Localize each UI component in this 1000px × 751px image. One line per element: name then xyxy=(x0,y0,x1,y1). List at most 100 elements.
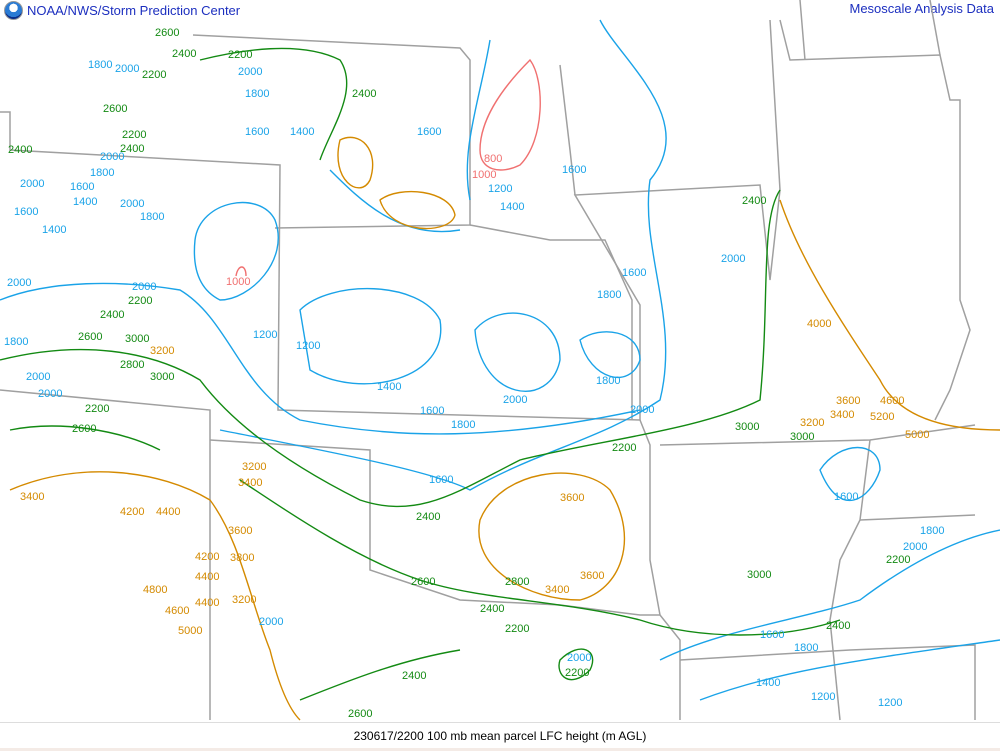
contour-label: 2400 xyxy=(120,143,144,155)
contour-label: 4400 xyxy=(195,571,219,583)
contour-label: 2600 xyxy=(155,27,179,39)
contour-label: 2000 xyxy=(903,541,927,553)
contour-label: 2200 xyxy=(228,49,252,61)
contour-label: 3200 xyxy=(242,461,266,473)
contour-label: 1400 xyxy=(73,196,97,208)
contour-label: 2600 xyxy=(411,576,435,588)
contour-label: 4200 xyxy=(195,551,219,563)
contour-label: 1600 xyxy=(622,267,646,279)
contour-label: 3200 xyxy=(800,417,824,429)
contour-label: 1600 xyxy=(417,126,441,138)
contour-label: 1400 xyxy=(756,677,780,689)
contour-label: 1400 xyxy=(500,201,524,213)
contour-label: 2400 xyxy=(416,511,440,523)
contour-label: 1800 xyxy=(920,525,944,537)
product-title: Mesoscale Analysis Data xyxy=(849,1,994,16)
contour-label: 2400 xyxy=(352,88,376,100)
contour-label: 3600 xyxy=(580,570,604,582)
contour-label: 5000 xyxy=(905,429,929,441)
contour-label: 3400 xyxy=(20,491,44,503)
contour-label: 2800 xyxy=(120,359,144,371)
contour-label: 1800 xyxy=(451,419,475,431)
contour-label: 2400 xyxy=(8,144,32,156)
contour-label: 1000 xyxy=(472,169,496,181)
contour-label: 1800 xyxy=(88,59,112,71)
contour-label: 4800 xyxy=(143,584,167,596)
noaa-logo-icon xyxy=(4,1,23,20)
contour-label: 2400 xyxy=(172,48,196,60)
contour-label: 1400 xyxy=(42,224,66,236)
contour-label: 2400 xyxy=(480,603,504,615)
contour-label: 2400 xyxy=(742,195,766,207)
contour-label: 2400 xyxy=(402,670,426,682)
contour-label: 2000 xyxy=(20,178,44,190)
contour-label: 4000 xyxy=(807,318,831,330)
contour-label: 1600 xyxy=(245,126,269,138)
contour-label: 5000 xyxy=(178,625,202,637)
contour-label: 3000 xyxy=(735,421,759,433)
state-borders xyxy=(0,0,976,721)
contour-label: 2200 xyxy=(505,623,529,635)
contour-label: 2000 xyxy=(503,394,527,406)
contour-label: 3000 xyxy=(790,431,814,443)
contour-label: 2000 xyxy=(120,198,144,210)
lfc-contours xyxy=(0,19,1000,721)
contour-label: 3400 xyxy=(238,477,262,489)
contour-label: 2600 xyxy=(78,331,102,343)
contour-label: 3200 xyxy=(150,345,174,357)
contour-label: 1800 xyxy=(4,336,28,348)
contour-label: 2600 xyxy=(72,423,96,435)
contour-label: 2800 xyxy=(505,576,529,588)
contour-label: 2000 xyxy=(259,616,283,628)
contour-label: 1200 xyxy=(811,691,835,703)
contour-label: 3000 xyxy=(747,569,771,581)
header-branding: NOAA/NWS/Storm Prediction Center xyxy=(4,1,240,20)
contour-label: 4400 xyxy=(156,506,180,518)
contour-label: 4600 xyxy=(165,605,189,617)
contour-label: 2200 xyxy=(128,295,152,307)
contour-label: 1600 xyxy=(420,405,444,417)
contour-label: 2400 xyxy=(826,620,850,632)
contour-label: 2000 xyxy=(721,253,745,265)
contour-label: 4400 xyxy=(195,597,219,609)
contour-label: 2200 xyxy=(142,69,166,81)
contour-label: 2000 xyxy=(100,151,124,163)
contour-label: 2200 xyxy=(612,442,636,454)
contour-label: 3400 xyxy=(545,584,569,596)
contour-label: 3000 xyxy=(125,333,149,345)
contour-label: 2000 xyxy=(115,63,139,75)
contour-label: 1400 xyxy=(290,126,314,138)
contour-label: 1800 xyxy=(140,211,164,223)
contour-label: 4200 xyxy=(120,506,144,518)
contour-label: 1000 xyxy=(226,276,250,288)
contour-label: 2000 xyxy=(26,371,50,383)
contour-label: 1200 xyxy=(488,183,512,195)
map-caption: 230617/2200 100 mb mean parcel LFC heigh… xyxy=(0,722,1000,751)
contour-label: 2200 xyxy=(85,403,109,415)
contour-label: 3600 xyxy=(560,492,584,504)
contour-label: 3000 xyxy=(150,371,174,383)
contour-label: 2000 xyxy=(38,388,62,400)
contour-label: 2000 xyxy=(630,404,654,416)
contour-label: 1600 xyxy=(429,474,453,486)
contour-label: 3600 xyxy=(228,525,252,537)
contour-label: 1400 xyxy=(377,381,401,393)
contour-label: 1600 xyxy=(562,164,586,176)
contour-label: 1600 xyxy=(760,629,784,641)
contour-label: 5200 xyxy=(870,411,894,423)
contour-label: 2600 xyxy=(348,708,372,720)
contour-label: 2000 xyxy=(7,277,31,289)
contour-label: 1800 xyxy=(245,88,269,100)
contour-label: 1200 xyxy=(296,340,320,352)
contour-label: 2200 xyxy=(122,129,146,141)
contour-label: 2000 xyxy=(132,281,156,293)
contour-label: 1800 xyxy=(90,167,114,179)
contour-label: 3600 xyxy=(836,395,860,407)
contour-label: 1200 xyxy=(878,697,902,709)
org-title: NOAA/NWS/Storm Prediction Center xyxy=(27,3,241,18)
contour-label: 800 xyxy=(484,153,502,165)
contour-label: 2200 xyxy=(886,554,910,566)
contour-label: 1200 xyxy=(253,329,277,341)
